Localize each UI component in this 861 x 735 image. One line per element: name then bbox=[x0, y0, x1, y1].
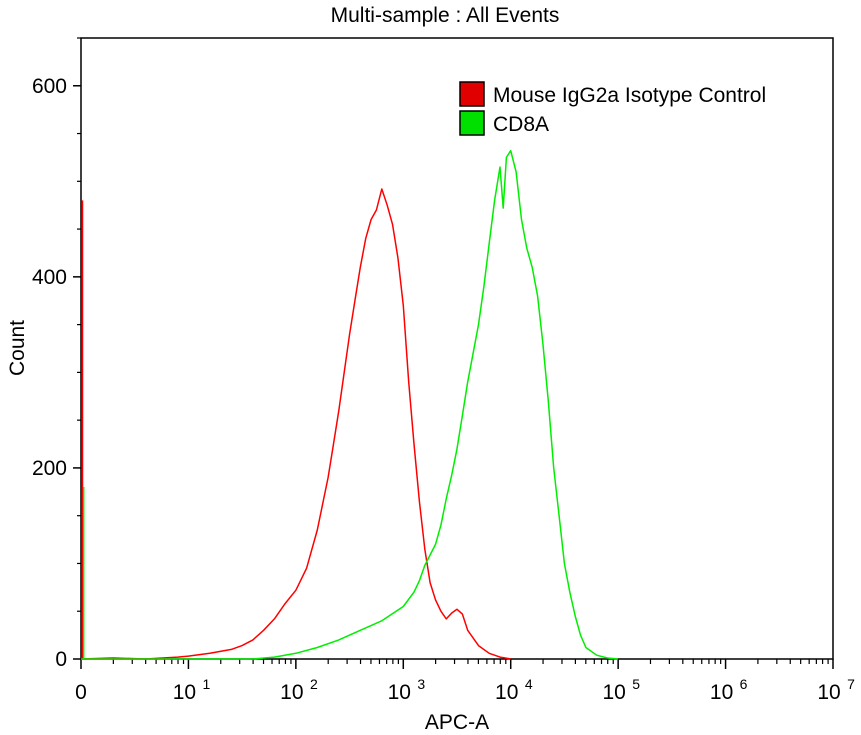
y-tick-label: 400 bbox=[32, 266, 67, 289]
x-tick-label: 10 bbox=[710, 681, 733, 704]
x-tick-label: 10 bbox=[817, 681, 840, 704]
axis-ticks: 0 200 400 600 0 10 1 10 2 10 3 10 4 10 5 10 6 10 7 bbox=[32, 37, 855, 704]
x-tick-exponent: 1 bbox=[203, 676, 211, 692]
x-tick-exponent: 6 bbox=[740, 676, 748, 692]
legend-swatch bbox=[459, 110, 485, 136]
x-tick-label: 0 bbox=[75, 681, 87, 704]
series-line-isotype-control bbox=[80, 188, 511, 660]
legend-label: Mouse IgG2a Isotype Control bbox=[493, 84, 766, 107]
x-tick-label: 10 bbox=[173, 681, 196, 704]
x-tick-exponent: 5 bbox=[632, 676, 640, 692]
x-tick-exponent: 4 bbox=[525, 676, 533, 692]
x-tick-exponent: 7 bbox=[847, 676, 855, 692]
chart-title: Multi-sample : All Events bbox=[331, 4, 560, 27]
x-tick-exponent: 3 bbox=[417, 676, 425, 692]
x-tick-label: 10 bbox=[388, 681, 411, 704]
x-tick-label: 10 bbox=[495, 681, 518, 704]
x-tick-exponent: 2 bbox=[310, 676, 318, 692]
y-axis-title: Count bbox=[6, 320, 29, 376]
legend-swatch bbox=[459, 81, 485, 107]
y-tick-label: 200 bbox=[32, 457, 67, 480]
plot-area-frame bbox=[80, 37, 834, 660]
y-tick-label: 600 bbox=[32, 75, 67, 98]
y-tick-label: 0 bbox=[55, 648, 67, 671]
legend: Mouse IgG2a Isotype Control CD8A bbox=[459, 81, 766, 136]
legend-label: CD8A bbox=[493, 113, 549, 136]
series-layer bbox=[80, 149, 619, 660]
series-line-cd8a bbox=[81, 149, 619, 660]
x-tick-label: 10 bbox=[280, 681, 303, 704]
x-tick-label: 10 bbox=[602, 681, 625, 704]
x-axis-title: APC-A bbox=[425, 711, 489, 734]
